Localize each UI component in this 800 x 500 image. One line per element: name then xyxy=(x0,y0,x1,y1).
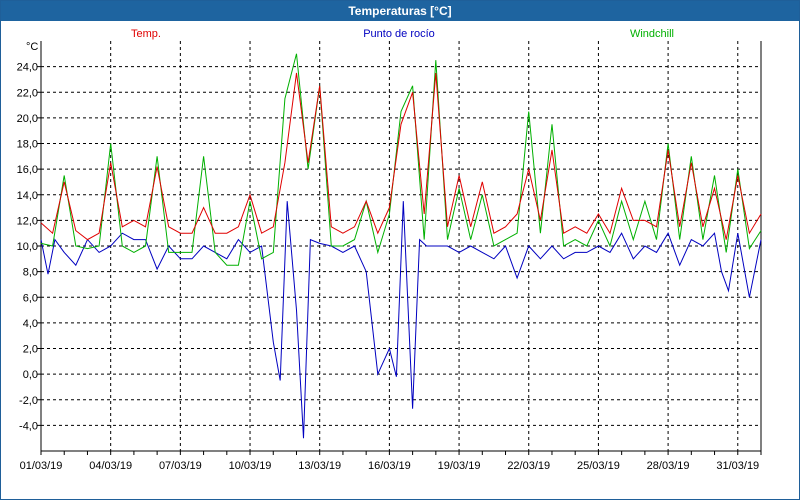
y-tick-label: 4,0 xyxy=(23,318,38,330)
y-axis-unit: °C xyxy=(26,41,38,53)
y-tick-label: 6,0 xyxy=(23,292,38,304)
y-tick-label: 12,0 xyxy=(17,215,38,227)
y-tick-label: 18,0 xyxy=(17,139,38,151)
grid xyxy=(41,41,761,451)
y-tick-label: 20,0 xyxy=(17,113,38,125)
y-tick-label: 0,0 xyxy=(23,369,38,381)
series-line-0 xyxy=(40,72,762,241)
x-tick-label: 13/03/19 xyxy=(298,460,341,472)
legend-entry-2: Windchill xyxy=(630,28,674,40)
y-tick-label: 14,0 xyxy=(17,190,38,202)
y-tick-label: 10,0 xyxy=(17,241,38,253)
y-tick-label: 8,0 xyxy=(23,267,38,279)
x-tick-label: 01/03/19 xyxy=(20,460,63,472)
x-tick-label: 22/03/19 xyxy=(507,460,550,472)
series-lines xyxy=(40,53,762,439)
y-tick-label: 22,0 xyxy=(17,87,38,99)
series-line-2 xyxy=(40,53,762,266)
legend-entry-0: Temp. xyxy=(131,28,161,40)
x-tick-label: 07/03/19 xyxy=(159,460,202,472)
y-tick-label: 2,0 xyxy=(23,344,38,356)
window-title: Temperaturas [°C] xyxy=(1,1,799,21)
y-tick-label: 24,0 xyxy=(17,62,38,74)
y-tick-label: -4,0 xyxy=(19,420,38,432)
x-tick-label: 16/03/19 xyxy=(368,460,411,472)
x-tick-label: 25/03/19 xyxy=(577,460,620,472)
y-tick-label: -2,0 xyxy=(19,395,38,407)
x-tick-label: 31/03/19 xyxy=(716,460,759,472)
x-tick-label: 28/03/19 xyxy=(647,460,690,472)
x-tick-label: 19/03/19 xyxy=(438,460,481,472)
axes xyxy=(37,41,762,455)
tick-labels: -4,0 -2,0 0,0 2,0 4,0 6,0 8,0 10,0 12,0 14,0 16,0 1… xyxy=(17,62,760,472)
x-tick-label: 04/03/19 xyxy=(89,460,132,472)
legend: Temp. Punto de rocío Windchill xyxy=(131,28,674,40)
x-tick-label: 10/03/19 xyxy=(229,460,272,472)
series-line-1 xyxy=(40,201,762,439)
legend-entry-1: Punto de rocío xyxy=(363,28,435,40)
y-tick-label: 16,0 xyxy=(17,164,38,176)
